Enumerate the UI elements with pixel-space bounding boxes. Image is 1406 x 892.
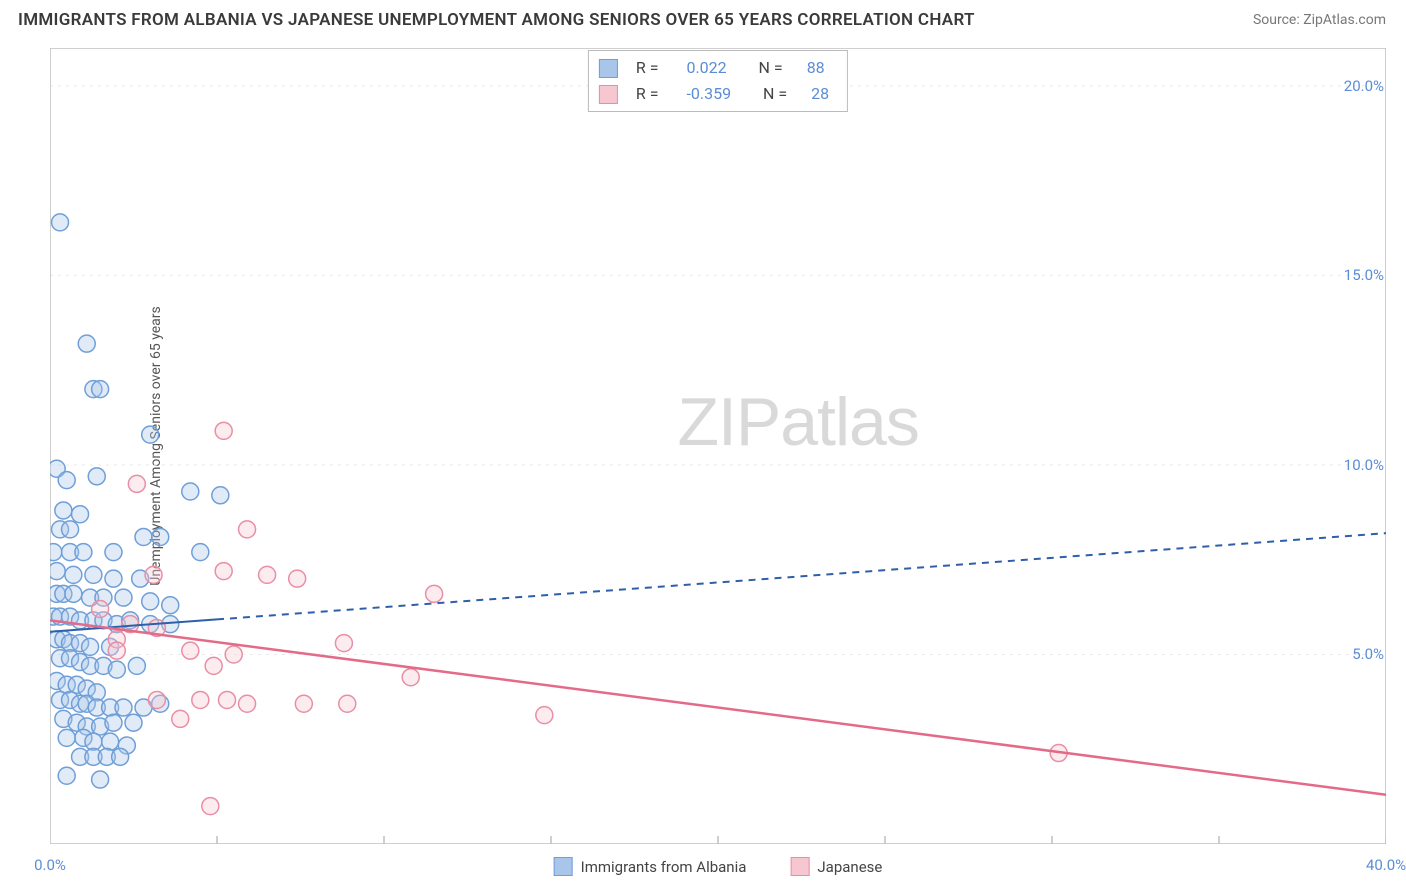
stats-legend-row: R = 0.022 N = 88: [599, 55, 829, 81]
series-legend: Immigrants from Albania Japanese: [554, 857, 883, 876]
y-tick-label: 15.0%: [1344, 266, 1390, 284]
x-tick-label: 40.0%: [1366, 856, 1406, 874]
chart-header: IMMIGRANTS FROM ALBANIA VS JAPANESE UNEM…: [0, 0, 1406, 38]
chart-container: IMMIGRANTS FROM ALBANIA VS JAPANESE UNEM…: [0, 0, 1406, 892]
x-tick-label: 0.0%: [34, 856, 66, 874]
y-tick-label: 5.0%: [1352, 645, 1390, 663]
stats-legend-row: R = -0.359 N = 28: [599, 81, 829, 107]
y-tick-label: 10.0%: [1344, 456, 1390, 474]
chart-title: IMMIGRANTS FROM ALBANIA VS JAPANESE UNEM…: [18, 10, 975, 30]
series-legend-item: Japanese: [790, 857, 882, 876]
chart-area: Unemployment Among Seniors over 65 years…: [50, 48, 1386, 844]
series-legend-item: Immigrants from Albania: [554, 857, 747, 876]
chart-source: Source: ZipAtlas.com: [1253, 12, 1386, 28]
y-tick-label: 20.0%: [1344, 77, 1390, 95]
scatter-plot-svg: [50, 48, 1386, 844]
stats-legend: R = 0.022 N = 88R = -0.359 N = 28: [588, 50, 848, 112]
